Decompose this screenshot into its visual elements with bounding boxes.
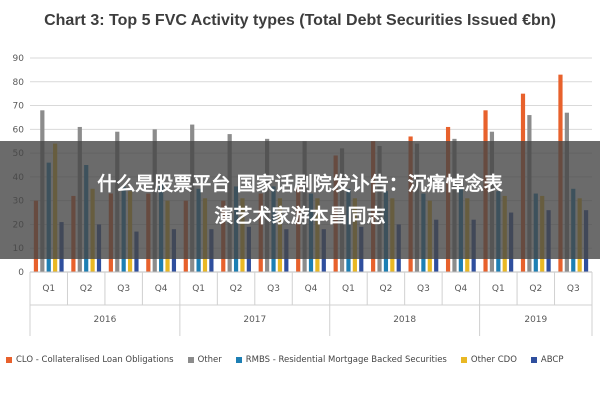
legend-swatch [235,357,242,363]
legend-label: ABCP [540,355,564,365]
year-label: 2016 [93,315,116,325]
legend-swatch [187,357,194,363]
x-tick-label: Q3 [117,284,130,294]
x-tick-label: Q4 [454,284,467,294]
x-tick-label: Q1 [342,284,355,294]
x-tick-label: Q2 [529,284,542,294]
x-tick-label: Q1 [192,284,205,294]
legend-swatch [460,357,467,363]
headline-line-1: 什么是股票平台 国家话剧院发讣告：沉痛悼念表 [97,173,503,195]
x-tick-label: Q4 [305,284,318,294]
x-tick-label: Q2 [80,284,93,294]
x-tick-label: Q2 [230,284,243,294]
legend-swatch [6,357,12,363]
legend-swatch [530,357,537,363]
x-tick-label: Q3 [417,284,430,294]
y-tick-label: 70 [13,102,25,112]
x-tick-label: Q1 [42,284,55,294]
legend-item: Other [187,355,222,365]
year-label: 2018 [393,315,416,325]
legend-label: RMBS - Residential Mortgage Backed Secur… [245,355,447,365]
legend-item: RMBS - Residential Mortgage Backed Secur… [235,355,447,365]
y-tick-label: 90 [13,54,25,64]
x-tick-label: Q3 [267,284,280,294]
x-tick-label: Q3 [567,284,580,294]
x-tick-label: Q1 [492,284,505,294]
headline-line-2: 演艺术家游本昌同志 [214,205,386,227]
legend-label: CLO - Collateralised Loan Obligations [16,355,174,365]
legend-item: Other CDO [460,355,517,365]
x-tick-label: Q2 [380,284,393,294]
y-tick-label: 60 [13,125,25,135]
year-label: 2017 [243,315,266,325]
headline-overlay: 什么是股票平台 国家话剧院发讣告：沉痛悼念表 演艺术家游本昌同志 [0,141,600,259]
year-label: 2019 [524,315,547,325]
legend-label: Other CDO [470,355,517,365]
y-tick-label: 80 [13,78,25,88]
x-tick-label: Q4 [155,284,168,294]
legend-item: ABCP [530,355,564,365]
legend-label: Other [197,355,222,365]
chart-legend: CLO - Collateralised Loan Obligations Oth… [6,352,598,368]
chart-title: Chart 3: Top 5 FVC Activity types (Total… [44,12,556,29]
legend-item: CLO - Collateralised Loan Obligations [6,355,174,365]
y-tick-label: 0 [18,268,24,278]
